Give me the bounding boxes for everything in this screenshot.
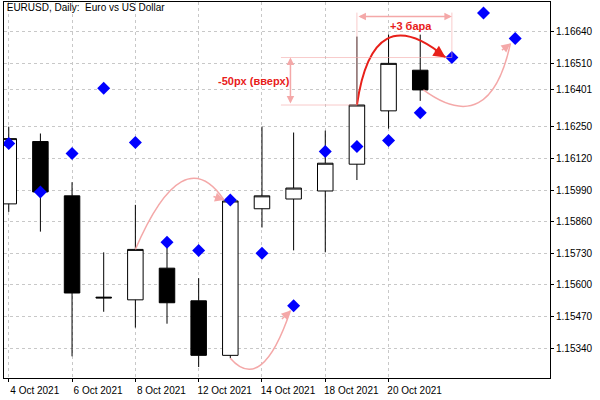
svg-text:1.15600: 1.15600 [556,279,593,290]
svg-text:4 Oct 2021: 4 Oct 2021 [10,385,59,396]
svg-text:1.16250: 1.16250 [556,121,593,132]
svg-text:1.16401: 1.16401 [556,84,593,95]
svg-text:1.15470: 1.15470 [556,311,593,322]
svg-text:20 Oct 2021: 20 Oct 2021 [387,385,442,396]
svg-text:EURUSD, Daily: Euro vs US Dol: EURUSD, Daily: Euro vs US Dollar [7,2,165,13]
svg-text:1.16510: 1.16510 [556,58,593,69]
svg-text:18 Oct 2021: 18 Oct 2021 [324,385,379,396]
svg-text:+3 бара: +3 бара [390,20,432,32]
svg-text:1.16120: 1.16120 [556,153,593,164]
svg-text:1.15860: 1.15860 [556,216,593,227]
svg-text:1.15730: 1.15730 [556,248,593,259]
svg-text:6 Oct 2021: 6 Oct 2021 [74,385,123,396]
svg-text:1.15340: 1.15340 [556,343,593,354]
svg-text:14 Oct 2021: 14 Oct 2021 [261,385,316,396]
svg-text:1.15990: 1.15990 [556,185,593,196]
svg-text:-50px (вверх): -50px (вверх) [218,75,290,87]
svg-text:12 Oct 2021: 12 Oct 2021 [197,385,252,396]
svg-text:1.16640: 1.16640 [556,26,593,37]
svg-text:8 Oct 2021: 8 Oct 2021 [137,385,186,396]
